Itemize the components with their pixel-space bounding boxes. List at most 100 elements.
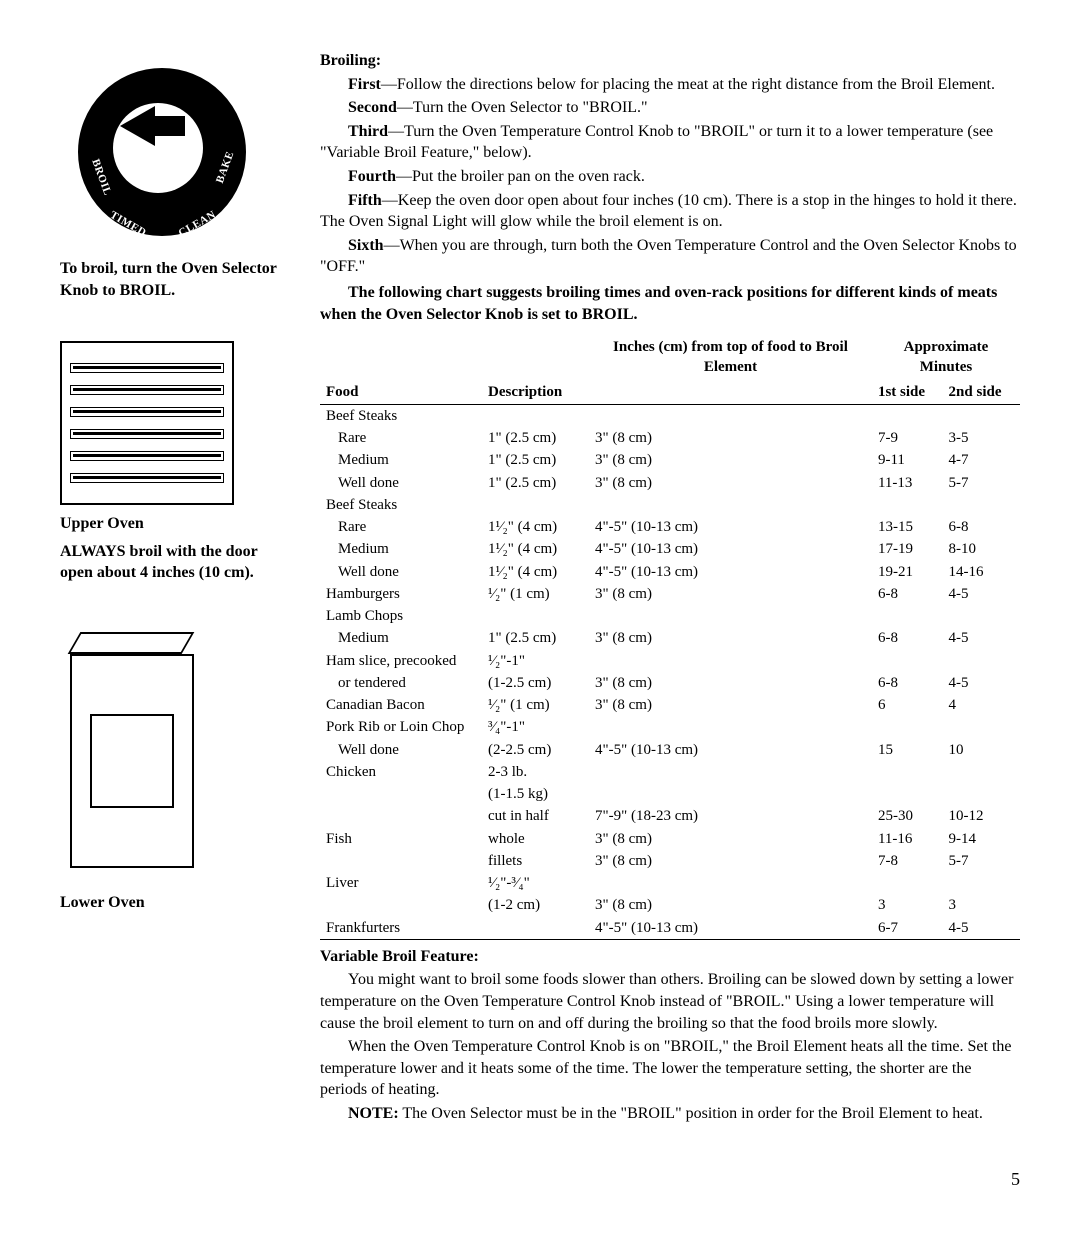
broil-step: Third—Turn the Oven Temperature Control …: [320, 121, 1020, 164]
table-cell: 4-7: [943, 449, 1020, 471]
table-cell: Chicken: [320, 761, 482, 783]
table-cell: [872, 650, 943, 672]
table-row: Hamburgers¹⁄₂" (1 cm)3" (8 cm)6-84-5: [320, 583, 1020, 605]
table-cell: 4-5: [943, 627, 1020, 649]
table-cell: 3" (8 cm): [589, 850, 872, 872]
th-approx: Approximate Minutes: [872, 335, 1020, 380]
table-cell: 4"-5" (10-13 cm): [589, 538, 872, 560]
table-cell: [320, 805, 482, 827]
table-row: Frankfurters4"-5" (10-13 cm)6-74-5: [320, 917, 1020, 940]
table-cell: 14-16: [943, 561, 1020, 583]
variable-note: The Oven Selector must be in the "BROIL"…: [399, 1105, 983, 1122]
table-cell: [872, 716, 943, 738]
table-cell: [943, 761, 1020, 783]
table-cell: 11-13: [872, 472, 943, 494]
th-desc: Description: [482, 380, 589, 405]
table-cell: ¹⁄₂"-1": [482, 650, 589, 672]
table-cell: 1" (2.5 cm): [482, 472, 589, 494]
step-text: —Turn the Oven Selector to "BROIL.": [397, 99, 648, 116]
table-cell: 6-8: [872, 627, 943, 649]
upper-oven-figure: [60, 341, 234, 505]
table-cell: [589, 716, 872, 738]
table-cell: 1¹⁄₂" (4 cm): [482, 538, 589, 560]
table-cell: ¹⁄₂"-³⁄₄": [482, 872, 589, 894]
page: OFF BROIL BAKE TIMED CLEAN To broil, tur…: [60, 50, 1020, 1127]
table-row: Well done(2-2.5 cm)4"-5" (10-13 cm)1510: [320, 739, 1020, 761]
table-cell: 4-5: [943, 917, 1020, 940]
table-cell: fillets: [482, 850, 589, 872]
table-cell: (1-1.5 kg): [482, 783, 589, 805]
table-cell: [589, 494, 872, 516]
table-cell: ¹⁄₂" (1 cm): [482, 694, 589, 716]
table-row: Beef Steaks: [320, 494, 1020, 516]
table-cell: 3" (8 cm): [589, 472, 872, 494]
broil-step: Fourth—Put the broiler pan on the oven r…: [320, 166, 1020, 188]
table-cell: Fish: [320, 828, 482, 850]
step-lead: First: [348, 76, 381, 93]
table-cell: Medium: [320, 538, 482, 560]
table-cell: [872, 783, 943, 805]
broiling-title: Broiling:: [320, 52, 381, 69]
upper-oven-title: Upper Oven: [60, 513, 290, 535]
broil-table: Inches (cm) from top of food to Broil El…: [320, 335, 1020, 940]
table-cell: 7"-9" (18-23 cm): [589, 805, 872, 827]
table-row: Medium1¹⁄₂" (4 cm)4"-5" (10-13 cm)17-198…: [320, 538, 1020, 560]
table-row: cut in half7"-9" (18-23 cm)25-3010-12: [320, 805, 1020, 827]
table-row: (1-2 cm)3" (8 cm)33: [320, 894, 1020, 916]
table-cell: cut in half: [482, 805, 589, 827]
table-cell: 6-8: [943, 516, 1020, 538]
table-cell: 6-8: [872, 672, 943, 694]
table-cell: 4"-5" (10-13 cm): [589, 516, 872, 538]
step-lead: Sixth: [348, 237, 384, 254]
table-row: Pork Rib or Loin Chop³⁄₄"-1": [320, 716, 1020, 738]
table-cell: [589, 650, 872, 672]
table-row: Medium1" (2.5 cm)3" (8 cm)9-114-7: [320, 449, 1020, 471]
table-cell: 4: [943, 694, 1020, 716]
table-cell: 2-3 lb.: [482, 761, 589, 783]
table-cell: (1-2.5 cm): [482, 672, 589, 694]
th-food: Food: [320, 380, 482, 405]
table-cell: 3: [943, 894, 1020, 916]
table-cell: 1" (2.5 cm): [482, 427, 589, 449]
table-row: fillets3" (8 cm)7-85-7: [320, 850, 1020, 872]
th-side2: 2nd side: [943, 380, 1020, 405]
step-lead: Second: [348, 99, 397, 116]
variable-p1: You might want to broil some foods slowe…: [320, 969, 1020, 1034]
step-text: —When you are through, turn both the Ove…: [320, 237, 1017, 276]
table-cell: [482, 917, 589, 940]
table-cell: Rare: [320, 516, 482, 538]
table-cell: 11-16: [872, 828, 943, 850]
table-cell: [320, 894, 482, 916]
table-cell: 17-19: [872, 538, 943, 560]
chart-intro: The following chart suggests broiling ti…: [320, 284, 997, 323]
table-cell: [872, 761, 943, 783]
lower-oven-title: Lower Oven: [60, 892, 290, 914]
table-cell: 10: [943, 739, 1020, 761]
table-cell: [872, 872, 943, 894]
variable-p2: When the Oven Temperature Control Knob i…: [320, 1036, 1020, 1101]
table-cell: or tendered: [320, 672, 482, 694]
table-cell: [943, 404, 1020, 427]
table-cell: 4"-5" (10-13 cm): [589, 561, 872, 583]
table-row: Rare1" (2.5 cm)3" (8 cm)7-93-5: [320, 427, 1020, 449]
table-cell: 3" (8 cm): [589, 583, 872, 605]
table-cell: Beef Steaks: [320, 404, 482, 427]
knob-label-off: OFF: [199, 110, 223, 125]
table-cell: Ham slice, precooked: [320, 650, 482, 672]
table-cell: [943, 605, 1020, 627]
table-cell: [320, 850, 482, 872]
step-text: —Put the broiler pan on the oven rack.: [396, 168, 645, 185]
table-cell: 4-5: [943, 672, 1020, 694]
table-cell: 4-5: [943, 583, 1020, 605]
broil-step: Second—Turn the Oven Selector to "BROIL.…: [320, 97, 1020, 119]
step-text: —Follow the directions below for placing…: [381, 76, 995, 93]
table-row: Well done1¹⁄₂" (4 cm)4"-5" (10-13 cm)19-…: [320, 561, 1020, 583]
table-cell: 15: [872, 739, 943, 761]
table-cell: Medium: [320, 627, 482, 649]
table-cell: 3" (8 cm): [589, 694, 872, 716]
table-cell: [589, 761, 872, 783]
th-dist: Inches (cm) from top of food to Broil El…: [589, 335, 872, 380]
broil-step: Fifth—Keep the oven door open about four…: [320, 190, 1020, 233]
table-cell: 5-7: [943, 850, 1020, 872]
table-cell: 1¹⁄₂" (4 cm): [482, 561, 589, 583]
